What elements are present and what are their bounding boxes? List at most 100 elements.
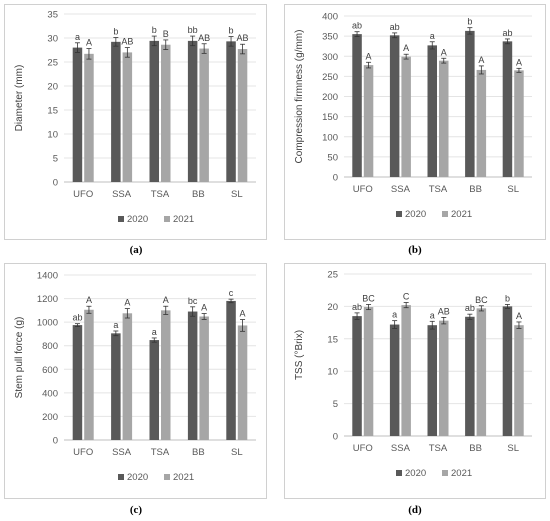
chart-c: 0 200 400 600 800 1000 1200 1400 Stem pull force… — [14, 271, 256, 483]
significance-letter: ab — [352, 302, 362, 312]
y-tick-label: 400 — [322, 12, 338, 23]
y-axis-label: Compression firmness (g/mm) — [294, 30, 305, 164]
bar — [149, 40, 159, 182]
legend-swatch — [396, 211, 402, 217]
y-tick-label: 30 — [47, 34, 58, 45]
bar — [439, 60, 449, 177]
bar — [237, 325, 248, 440]
y-tick-label: 5 — [53, 154, 58, 165]
bar — [502, 41, 513, 177]
y-tick-label: 800 — [42, 341, 58, 352]
bar — [465, 30, 475, 177]
bar — [199, 316, 209, 440]
significance-letter: AB — [121, 37, 133, 47]
bar — [149, 340, 159, 440]
y-tick-label: 35 — [47, 10, 58, 21]
significance-letter: a — [430, 310, 435, 320]
bar — [84, 309, 94, 440]
significance-letter: A — [516, 57, 522, 67]
bar — [514, 325, 524, 436]
bar — [84, 53, 94, 183]
legend-label: 2020 — [405, 468, 426, 479]
significance-letter: A — [86, 295, 92, 305]
y-tick-label: 100 — [322, 132, 338, 143]
chart-frame-c — [4, 263, 267, 499]
significance-letter: A — [366, 51, 372, 61]
significance-letter: b — [467, 17, 472, 27]
y-tick-label: 350 — [322, 32, 338, 43]
legend-swatch — [118, 216, 124, 222]
y-tick-label: 300 — [322, 52, 338, 63]
significance-letter: A — [86, 38, 92, 48]
bar — [122, 52, 133, 183]
legend-swatch — [442, 211, 448, 217]
x-tick-label: BB — [192, 447, 205, 458]
significance-letter: A — [240, 309, 246, 319]
x-tick-label: UFO — [353, 184, 373, 195]
significance-letter: A — [163, 295, 169, 305]
significance-letter: A — [441, 47, 447, 57]
y-tick-label: 10 — [327, 367, 338, 378]
bar — [187, 311, 198, 440]
legend-label: 2021 — [173, 214, 194, 225]
x-tick-label: TSA — [429, 184, 448, 195]
legend-label: 2021 — [451, 209, 472, 220]
y-tick-label: 20 — [47, 82, 58, 93]
bar — [401, 56, 411, 178]
bar — [514, 70, 524, 177]
significance-letter: ab — [502, 28, 512, 38]
bar — [111, 333, 121, 440]
significance-letter: ab — [72, 313, 82, 323]
x-tick-label: BB — [469, 184, 482, 195]
significance-letter: a — [392, 310, 397, 320]
legend-label: 2021 — [173, 472, 194, 483]
bar — [439, 320, 449, 436]
y-axis-label: Diameter (mm) — [14, 65, 25, 132]
y-tick-label: 0 — [333, 173, 338, 184]
significance-letter: BC — [362, 293, 375, 303]
panel-label-a: (a) — [129, 244, 143, 256]
bar — [389, 324, 400, 436]
y-tick-label: 0 — [53, 436, 58, 447]
significance-letter: c — [229, 288, 234, 298]
chart-frame-d — [284, 263, 546, 499]
significance-letter: a — [75, 32, 80, 42]
significance-letter: a — [113, 320, 118, 330]
legend-label: 2020 — [127, 472, 148, 483]
y-tick-label: 15 — [47, 106, 58, 117]
y-tick-label: 1400 — [37, 271, 58, 282]
y-tick-label: 200 — [322, 92, 338, 103]
bar — [476, 308, 487, 436]
bar — [187, 40, 198, 182]
y-tick-label: 25 — [47, 58, 58, 69]
bar — [161, 44, 171, 182]
bar — [226, 41, 236, 182]
significance-letter: ab — [465, 303, 475, 313]
y-tick-label: 5 — [333, 399, 338, 410]
y-tick-label: 1200 — [37, 294, 58, 305]
bar — [122, 313, 133, 440]
y-axis-label: TSS (°Brix) — [294, 330, 305, 380]
bar — [427, 45, 437, 177]
y-tick-label: 400 — [42, 388, 58, 399]
significance-letter: AB — [438, 306, 450, 316]
bar — [476, 69, 487, 177]
bar — [352, 34, 362, 177]
panel-label-d: (d) — [408, 504, 422, 516]
chart-frame-b — [284, 4, 546, 240]
y-tick-label: 0 — [333, 432, 338, 443]
y-tick-label: 1000 — [37, 318, 58, 329]
significance-letter: A — [201, 303, 207, 313]
bar — [226, 300, 236, 440]
significance-letter: a — [152, 327, 157, 337]
significance-letter: b — [113, 27, 118, 37]
x-tick-label: BB — [192, 189, 205, 200]
x-tick-label: SSA — [112, 447, 132, 458]
x-tick-label: UFO — [73, 189, 93, 200]
significance-letter: b — [229, 26, 234, 36]
x-tick-label: SL — [507, 443, 519, 454]
y-tick-label: 20 — [327, 302, 338, 313]
x-tick-label: TSA — [151, 189, 170, 200]
